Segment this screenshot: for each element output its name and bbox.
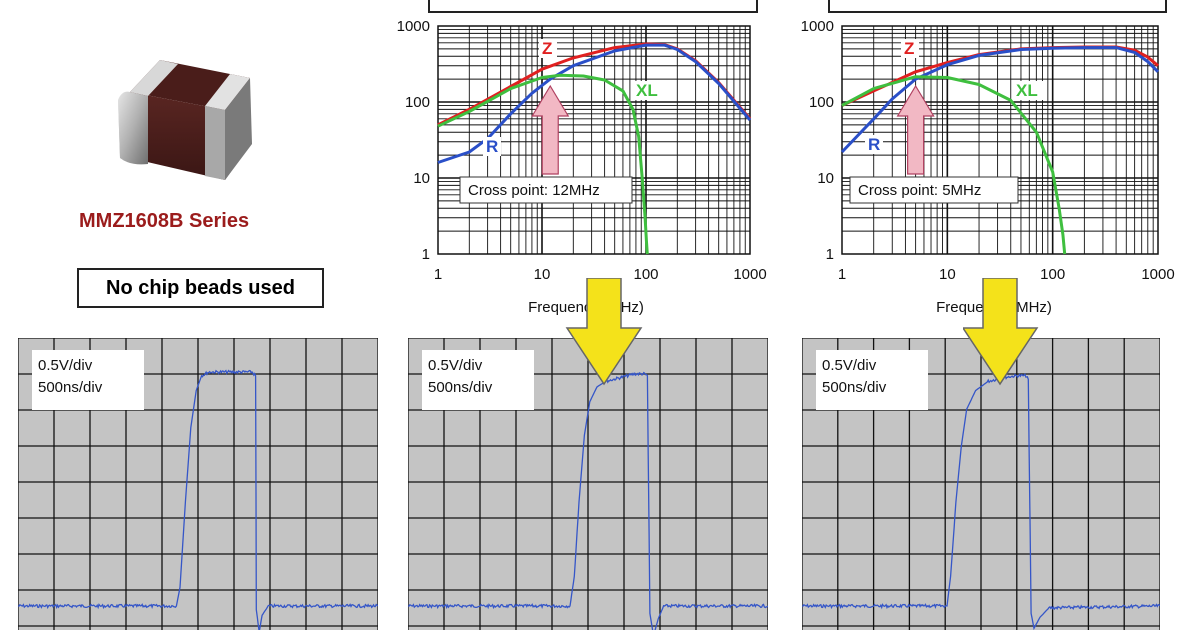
y-tick-label: 10 xyxy=(817,170,834,187)
arrow-shape xyxy=(531,84,570,175)
y-tick-label: 100 xyxy=(405,94,430,111)
no-beads-label: No chip beads used xyxy=(77,268,324,308)
series-label-bg xyxy=(539,39,557,58)
series-label-z: Z xyxy=(904,39,914,58)
series-xl-line xyxy=(841,75,1067,255)
y-tick-label: 100 xyxy=(809,94,834,111)
series-label-bg xyxy=(865,135,883,154)
time-per-div-label: 500ns/div xyxy=(822,379,887,396)
series-label-r: R xyxy=(486,137,498,156)
chip-bead-image xyxy=(118,60,252,180)
y-tick-label: 10 xyxy=(413,170,430,187)
scope-trace xyxy=(802,373,1160,630)
y-tick-label: 1000 xyxy=(801,18,834,35)
impedance-chart-1: Z R XL Cross point: 12MHz 1 10 100 1000 1000 100… xyxy=(397,18,767,316)
scale-label-box xyxy=(32,350,144,410)
x-tick-label: 10 xyxy=(534,266,551,283)
annotation-box xyxy=(459,176,633,204)
scale-label-box xyxy=(422,350,534,410)
scope-screen-2: 0.5V/div 500ns/div xyxy=(408,338,768,630)
y-tick-label: 1000 xyxy=(397,18,430,35)
series-label-bg xyxy=(1013,81,1043,100)
plot-area xyxy=(841,25,1159,255)
impedance-chart-2: Z R XL Cross point: 5MHz 1 10 100 1000 1000 100 1… xyxy=(801,18,1175,316)
chart-1-title-box xyxy=(428,0,758,13)
x-tick-label: 100 xyxy=(1040,266,1065,283)
scale-label-box xyxy=(816,350,928,410)
x-tick-label: 1 xyxy=(434,266,442,283)
annotation-box xyxy=(849,176,1019,204)
series-r-line xyxy=(437,43,752,164)
scope-trace xyxy=(408,371,768,630)
scope-screen-1: 0.5V/div 500ns/div xyxy=(18,338,378,630)
series-label-bg xyxy=(483,137,501,156)
time-per-div-label: 500ns/div xyxy=(428,379,493,396)
y-tick-label: 1 xyxy=(422,246,430,263)
chart-2-title-box xyxy=(828,0,1167,13)
cross-point-annotation: Cross point: 5MHz xyxy=(858,182,981,199)
series-r-line xyxy=(840,46,1160,154)
x-tick-label: 100 xyxy=(633,266,658,283)
series-label-xl: XL xyxy=(636,81,658,100)
x-tick-label: 1000 xyxy=(1141,266,1174,283)
down-arrow-icon xyxy=(565,278,643,386)
cross-point-annotation: Cross point: 12MHz xyxy=(468,182,600,199)
scope-screen-3: 0.5V/div 500ns/div xyxy=(802,338,1160,630)
y-tick-label: 1 xyxy=(826,246,834,263)
down-arrow-icon xyxy=(963,278,1039,386)
series-label-bg xyxy=(901,39,919,58)
x-tick-label: 10 xyxy=(939,266,956,283)
series-label-r: R xyxy=(868,135,880,154)
series-label-bg xyxy=(633,81,663,100)
volts-per-div-label: 0.5V/div xyxy=(428,357,483,374)
x-tick-label: 1 xyxy=(838,266,846,283)
series-label-xl: XL xyxy=(1016,81,1038,100)
x-tick-label: 1000 xyxy=(733,266,766,283)
volts-per-div-label: 0.5V/div xyxy=(822,357,877,374)
arrow-shape xyxy=(896,84,935,175)
series-caption: MMZ1608B Series xyxy=(79,210,250,232)
time-per-div-label: 500ns/div xyxy=(38,379,103,396)
series-label-z: Z xyxy=(542,39,552,58)
series-xl-line xyxy=(437,73,649,255)
scope-trace xyxy=(18,369,378,630)
volts-per-div-label: 0.5V/div xyxy=(38,357,93,374)
